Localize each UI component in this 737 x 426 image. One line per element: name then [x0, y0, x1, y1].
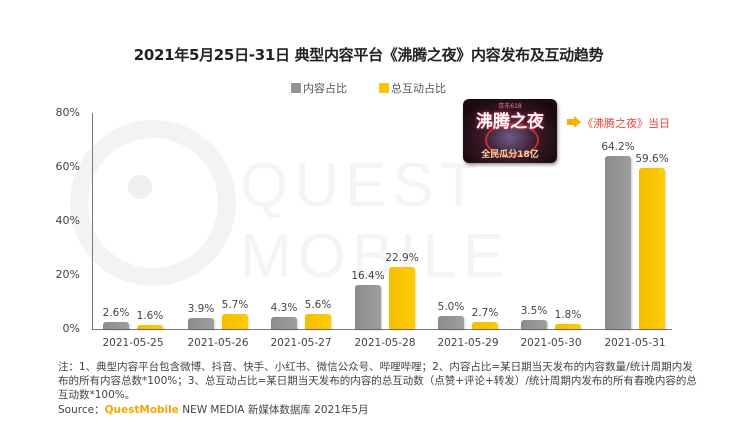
bar-value-label: 5.0% [437, 300, 465, 313]
bar-value-label: 4.3% [270, 302, 298, 315]
x-tick-label: 2021-05-28 [354, 337, 416, 349]
x-tick-label: 2021-05-30 [520, 337, 582, 349]
bar-value-label: 3.5% [520, 304, 548, 317]
source-prefix: Source： [58, 404, 105, 416]
legend-swatch-yellow [379, 83, 389, 93]
y-tick-40: 40% [55, 214, 80, 227]
chart-title: 2021年5月25日-31日 典型内容平台《沸腾之夜》内容发布及互动趋势 [133, 46, 604, 64]
event-poster-image: 京东618 沸腾之夜 全民瓜分18亿 [463, 99, 557, 163]
footnote: 注：1、典型内容平台包含微博、抖音、快手、小红书、微信公众号、哔哩哔哩；2、内容… [58, 361, 697, 401]
bar-value-label: 2.7% [471, 306, 499, 319]
bar-value-label: 64.2% [601, 140, 635, 153]
bar-content-share [355, 284, 381, 329]
source-suffix: NEW MEDIA 新媒体数据库 2021年5月 [178, 404, 369, 416]
x-tick-label: 2021-05-31 [604, 337, 666, 349]
bar-content-share [521, 319, 547, 329]
bar-content-share [271, 317, 297, 329]
legend-label: 总互动占比 [391, 82, 446, 95]
y-axis-line [92, 113, 93, 330]
y-tick-80: 80% [55, 106, 80, 119]
bar-value-label: 3.9% [187, 303, 215, 316]
source-line: Source：QuestMobile NEW MEDIA 新媒体数据库 2021… [58, 402, 369, 417]
legend-item-content-share: 内容占比 [291, 80, 347, 96]
x-tick-label: 2021-05-25 [102, 337, 164, 349]
bar-interaction-share [305, 313, 331, 329]
x-tick-label: 2021-05-27 [270, 337, 332, 349]
bar-interaction-share [389, 267, 415, 329]
x-axis-line [92, 329, 672, 330]
bar-content-share [103, 321, 129, 329]
bar-value-label: 16.4% [351, 269, 385, 282]
poster-title-text: 沸腾之夜 [476, 112, 544, 132]
event-annotation: 《沸腾之夜》当日 [582, 117, 670, 130]
stage-ring [485, 123, 539, 157]
bar-interaction-share [137, 324, 163, 329]
bar-content-share [605, 155, 631, 329]
poster-bottom-text: 全民瓜分18亿 [481, 150, 539, 160]
bar-content-share [438, 315, 464, 329]
legend-item-interaction-share: 总互动占比 [379, 80, 446, 96]
bar-interaction-share [639, 168, 665, 329]
y-tick-0: 0% [62, 322, 80, 335]
poster-top-text: 京东618 [498, 103, 522, 110]
bar-value-label: 59.6% [635, 153, 669, 166]
bar-interaction-share [222, 313, 248, 329]
bar-interaction-share [472, 321, 498, 329]
bar-value-label: 2.6% [102, 306, 130, 319]
watermark-logo-dot [128, 175, 152, 199]
y-tick-60: 60% [55, 160, 80, 173]
bar-value-label: 5.6% [304, 298, 332, 311]
legend-label: 内容占比 [303, 82, 347, 95]
bar-value-label: 1.6% [136, 309, 164, 322]
bar-content-share [188, 318, 214, 329]
legend-swatch-gray [291, 83, 301, 93]
x-tick-label: 2021-05-26 [187, 337, 249, 349]
y-tick-20: 20% [55, 268, 80, 281]
bar-value-label: 5.7% [221, 298, 249, 311]
watermark-logo-ring [70, 120, 236, 286]
source-brand: QuestMobile [104, 404, 179, 416]
bar-value-label: 1.8% [554, 309, 582, 322]
bar-interaction-share [555, 324, 581, 329]
x-tick-label: 2021-05-29 [437, 337, 499, 349]
chart-legend: 内容占比 总互动占比 [0, 80, 737, 96]
bar-value-label: 22.9% [385, 252, 419, 265]
